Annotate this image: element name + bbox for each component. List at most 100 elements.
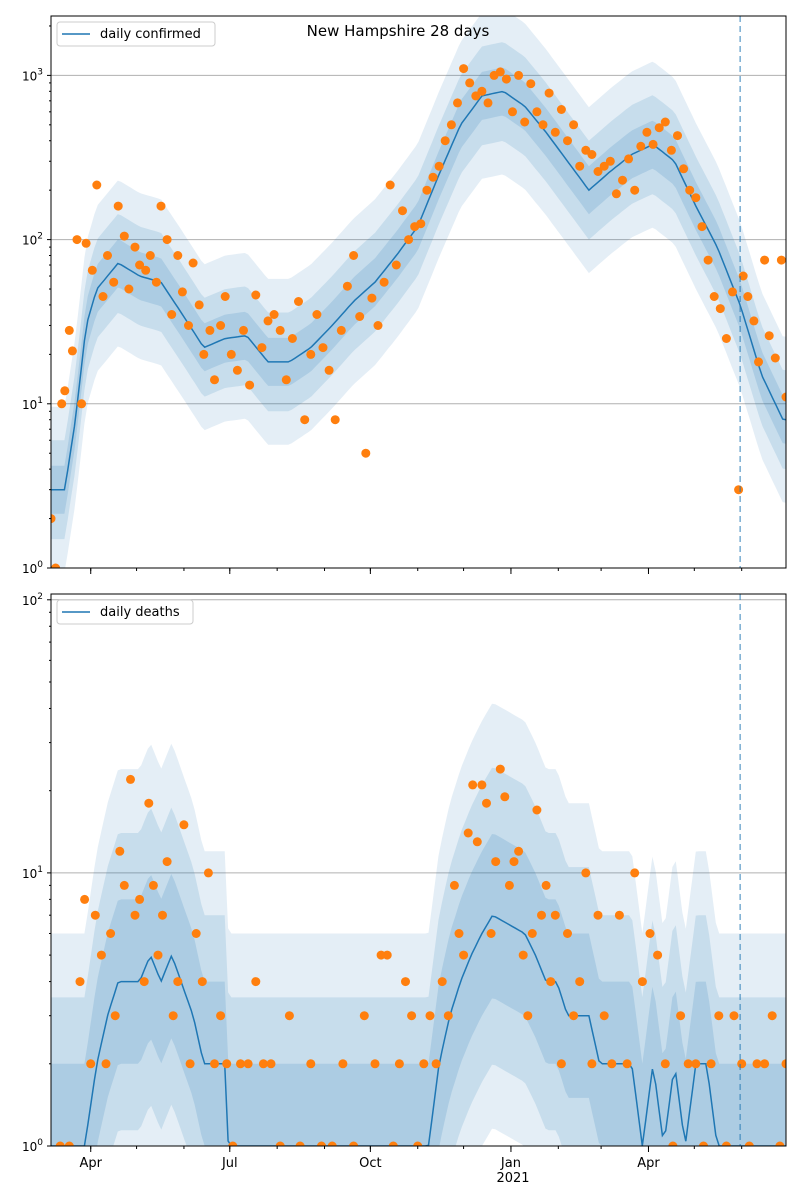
observed-point [336, 325, 346, 335]
observed-point [106, 929, 116, 938]
observed-point [87, 265, 97, 275]
observed-point [55, 1141, 65, 1146]
observed-point [96, 950, 106, 960]
observed-point [179, 820, 189, 830]
observed-point [57, 399, 67, 409]
observed-point [605, 156, 615, 166]
observed-point [263, 316, 273, 326]
observed-point [508, 107, 517, 117]
observed-point [581, 868, 591, 878]
deaths-legend-box [56, 599, 194, 625]
observed-point [495, 764, 505, 774]
observed-point [197, 977, 207, 987]
confirmed-legend-box [56, 21, 216, 47]
observed-point [569, 1011, 579, 1021]
observed-point [413, 1141, 423, 1146]
observed-point [546, 977, 556, 987]
observed-point [101, 1059, 111, 1069]
observed-point [697, 222, 707, 232]
observed-point [721, 334, 731, 343]
observed-point [388, 1141, 398, 1146]
observed-point [520, 117, 530, 127]
observed-point [184, 321, 193, 330]
x-tick-label: Oct [359, 1156, 381, 1171]
observed-point [443, 1011, 453, 1021]
observed-point [92, 180, 102, 190]
observed-point [434, 161, 444, 171]
observed-point [135, 260, 145, 270]
observed-point [676, 1011, 686, 1021]
observed-point [653, 950, 663, 960]
observed-point [754, 357, 763, 367]
observed-point [103, 251, 112, 260]
deaths-uncertainty-bands [51, 703, 786, 1146]
observed-point [642, 127, 652, 137]
observed-point [342, 281, 352, 291]
observed-point [422, 185, 432, 195]
observed-point [587, 150, 597, 159]
observed-point [361, 448, 371, 458]
observed-point [744, 1141, 754, 1146]
observed-point [419, 1059, 429, 1069]
confirmed-legend-label: daily confirmed [100, 27, 201, 42]
observed-point [463, 828, 473, 838]
observed-point [317, 1141, 326, 1146]
observed-point [194, 300, 204, 310]
observed-point [691, 1059, 701, 1069]
observed-point [391, 260, 401, 270]
observed-point [177, 287, 187, 297]
observed-point [500, 792, 510, 802]
observed-point [622, 1059, 632, 1069]
observed-point [468, 780, 478, 790]
observed-point [216, 321, 226, 330]
observed-point [115, 846, 125, 856]
observed-point [437, 977, 447, 987]
observed-point [220, 292, 230, 301]
observed-point [425, 1011, 435, 1021]
observed-point [77, 399, 87, 409]
observed-point [382, 950, 392, 960]
observed-point [294, 297, 303, 306]
uncertainty-band [51, 703, 786, 1146]
observed-point [599, 161, 609, 171]
observed-point [728, 287, 737, 297]
observed-point [126, 774, 135, 784]
observed-point [162, 235, 172, 245]
confirmed-legend: daily confirmed [56, 21, 216, 47]
observed-point [151, 277, 161, 287]
observed-point [743, 292, 753, 301]
observed-point [401, 977, 410, 987]
observed-point [338, 1059, 348, 1069]
observed-point [630, 185, 640, 195]
observed-point [144, 798, 154, 808]
observed-point [526, 79, 536, 89]
observed-point [514, 70, 524, 80]
observed-point [394, 1059, 404, 1069]
observed-point [158, 910, 167, 920]
observed-point [527, 929, 537, 938]
observed-point [449, 880, 459, 890]
observed-point [431, 1059, 441, 1069]
observed-point [287, 334, 297, 343]
observed-point [550, 127, 560, 137]
observed-point [226, 349, 236, 359]
observed-point [734, 485, 744, 495]
observed-point [275, 325, 285, 335]
observed-point [75, 977, 85, 987]
observed-point [509, 857, 519, 867]
observed-point [440, 136, 450, 146]
observed-point [81, 238, 91, 248]
observed-point [471, 91, 481, 101]
observed-point [709, 292, 719, 301]
observed-point [113, 201, 123, 211]
observed-point [51, 514, 56, 524]
observed-point [618, 175, 627, 185]
observed-point [67, 346, 77, 356]
observed-point [587, 1059, 597, 1069]
observed-point [563, 929, 572, 938]
observed-point [775, 1141, 785, 1146]
observed-point [483, 98, 493, 108]
observed-point [64, 325, 74, 335]
